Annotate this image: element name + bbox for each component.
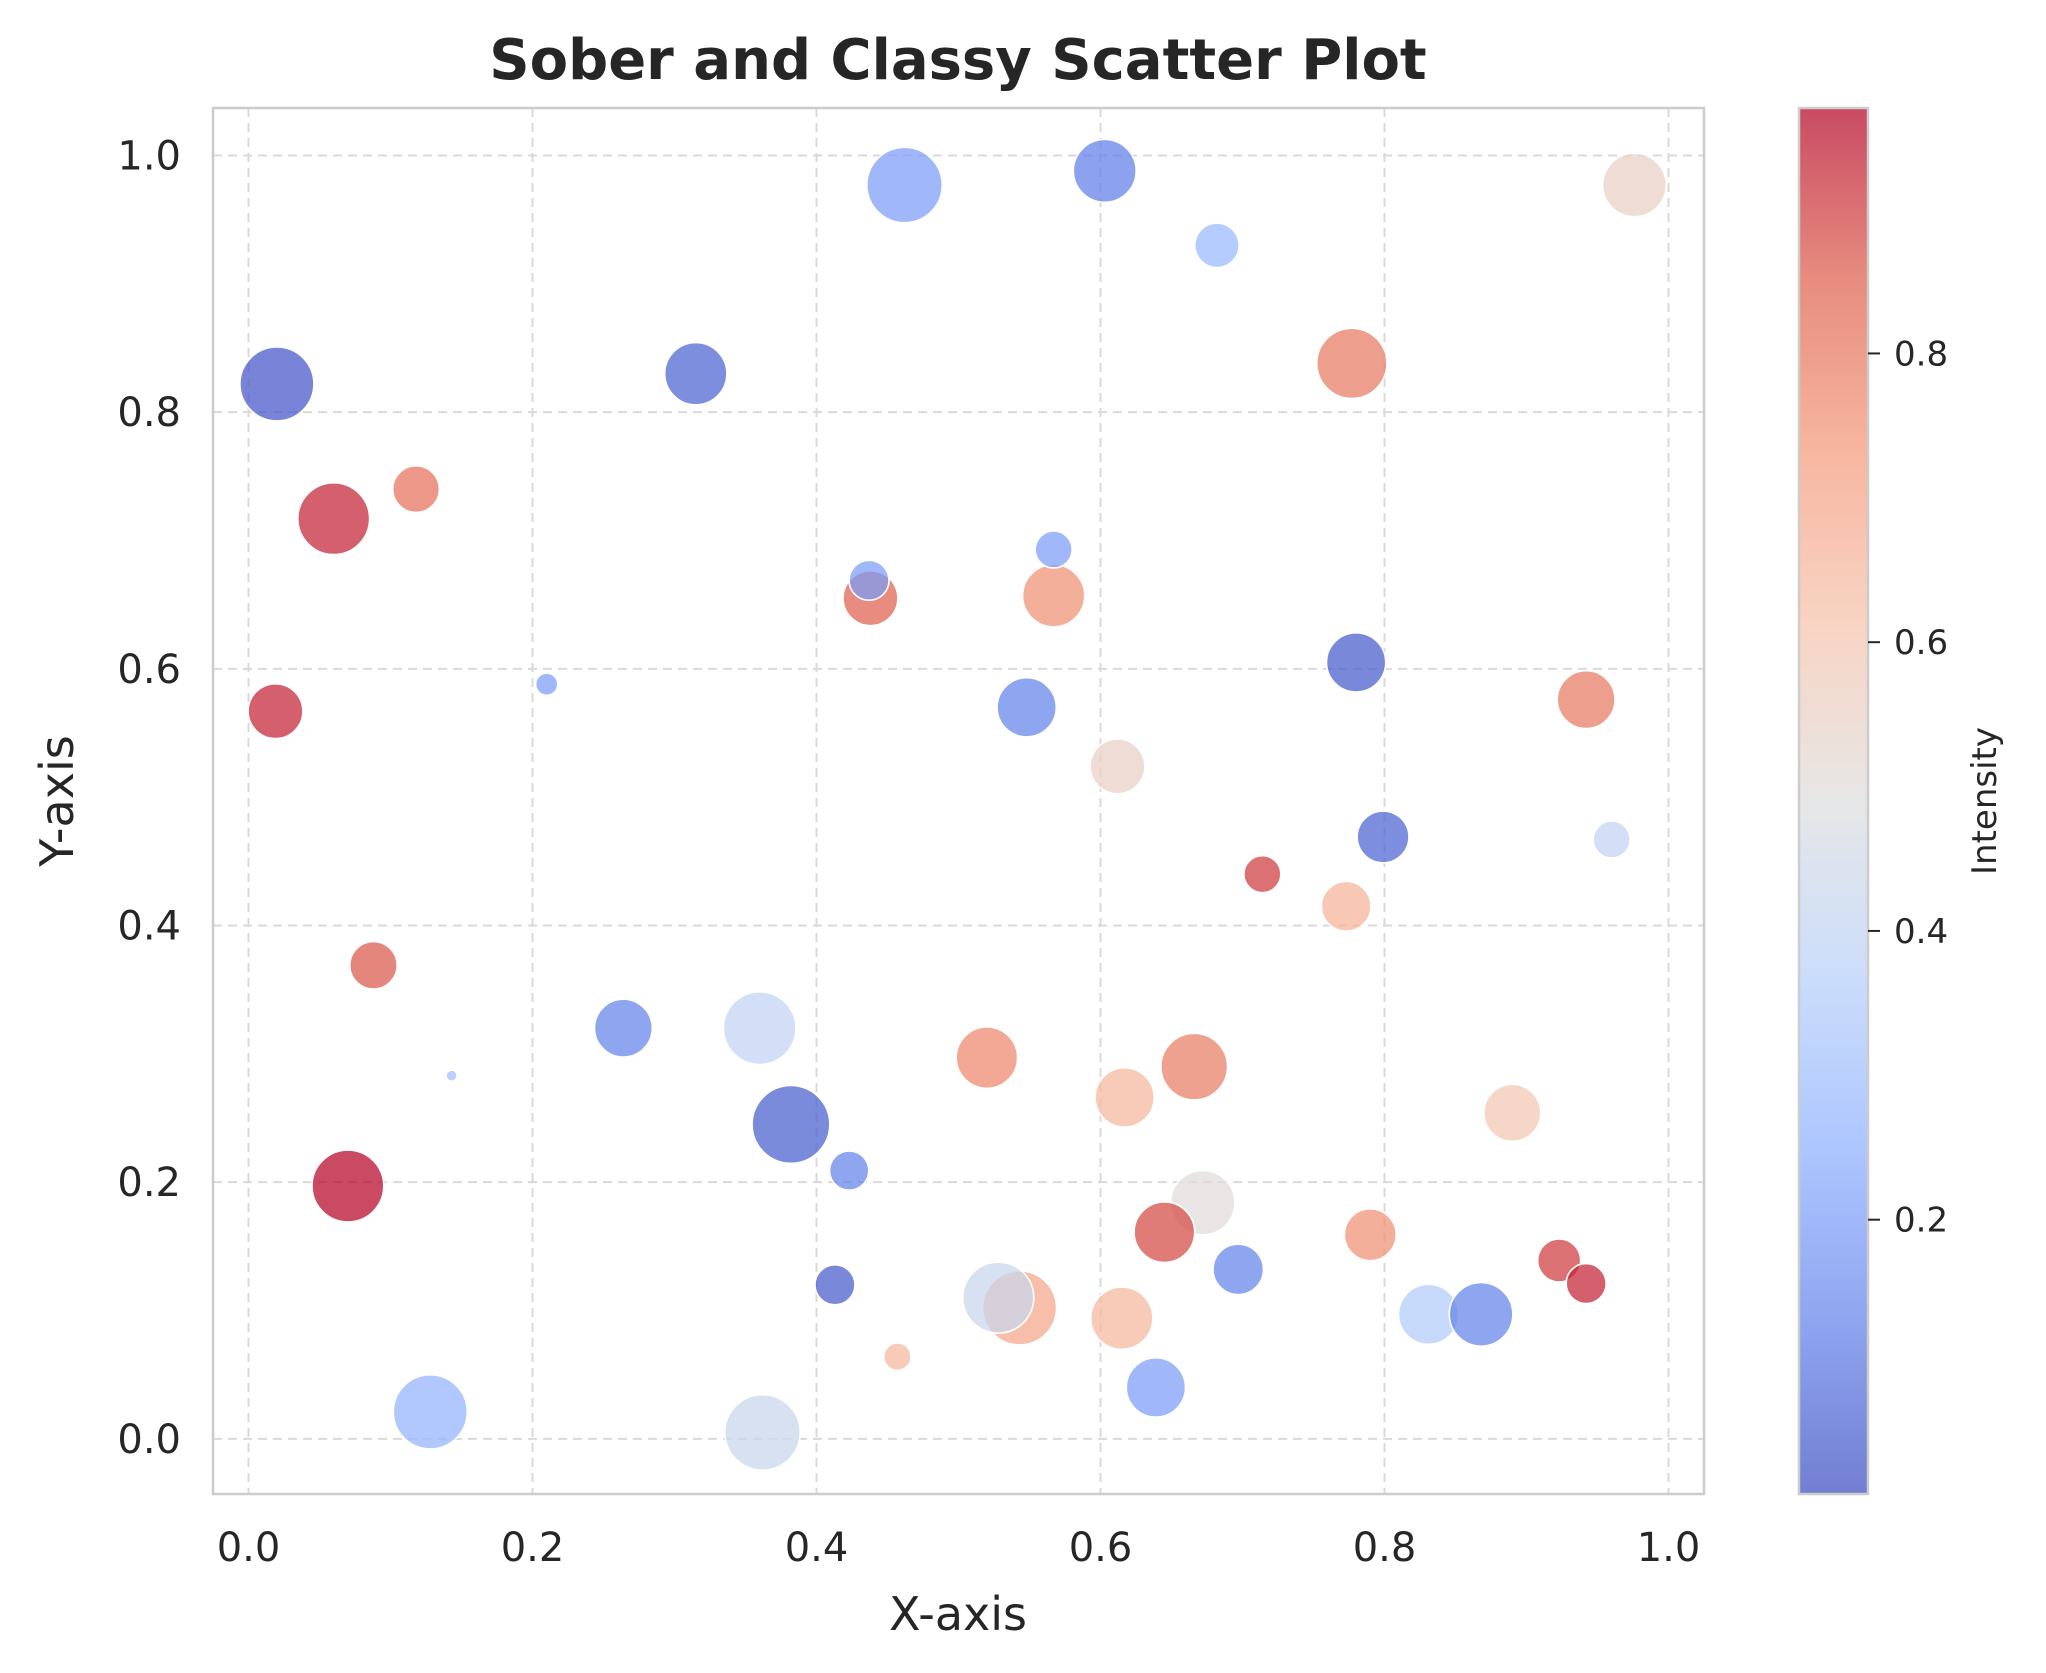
scatter-point (1193, 222, 1240, 269)
x-tick-label: 0.2 (501, 1525, 565, 1571)
scatter-point (1601, 152, 1668, 218)
chart-title: Sober and Classy Scatter Plot (489, 28, 1426, 93)
scatter-point (1448, 1281, 1514, 1347)
scatter-point (1160, 1032, 1229, 1101)
colorbar-gradient (1799, 108, 1868, 1494)
y-tick-label: 1.0 (117, 133, 181, 179)
x-axis-ticks: 0.0 0.2 0.4 0.6 0.8 1.0 (217, 1525, 1701, 1571)
scatter-point (1556, 669, 1616, 730)
scatter-point (1021, 563, 1086, 628)
scatter-point (751, 1084, 831, 1165)
scatter-point (1592, 820, 1631, 859)
scatter-point (311, 1149, 385, 1223)
scatter-point (961, 1261, 1035, 1334)
scatter-point (1212, 1243, 1265, 1296)
scatter-point (391, 465, 441, 514)
x-tick-label: 0.8 (1353, 1525, 1417, 1571)
scatter-point (1243, 854, 1282, 894)
scatter-point (348, 940, 398, 990)
scatter-point (663, 341, 728, 406)
scatter-point (866, 146, 944, 224)
scatter-point (828, 1150, 870, 1192)
colorbar-frame (1797, 106, 1870, 1496)
y-axis-label: Y-axis (30, 735, 84, 867)
scatter-point (1356, 810, 1410, 864)
colorbar-tick-label: 0.8 (1894, 334, 1948, 374)
scatter-point (297, 481, 371, 556)
scatter-point (1034, 530, 1073, 569)
scatter-point (1094, 1067, 1156, 1128)
y-tick-label: 0.2 (117, 1160, 181, 1206)
scatter-point (534, 672, 559, 697)
scatter-point (593, 998, 654, 1058)
scatter-point (1315, 327, 1388, 400)
colorbar-tick-label: 0.6 (1894, 623, 1948, 663)
grid (213, 108, 1704, 1494)
data-points (239, 138, 1668, 1471)
scatter-point (724, 1393, 802, 1471)
scatter-point (1125, 1357, 1187, 1418)
y-tick-label: 0.6 (117, 647, 181, 693)
scatter-point (848, 559, 890, 602)
colorbar-tick-label: 0.2 (1894, 1201, 1948, 1241)
x-tick-label: 0.6 (1069, 1525, 1133, 1571)
scatter-point (1325, 632, 1387, 693)
x-tick-label: 0.0 (217, 1525, 281, 1571)
scatter-point (814, 1264, 856, 1306)
plot-frame (211, 106, 1706, 1496)
colorbar-tick-label: 0.4 (1894, 912, 1948, 952)
y-tick-label: 0.8 (117, 390, 181, 436)
scatter-point (1483, 1083, 1542, 1143)
scatter-point (1089, 738, 1146, 795)
scatter-point (882, 1342, 912, 1372)
scatter-point (1072, 138, 1137, 204)
colorbar: 0.2 0.4 0.6 0.8 Intensity (1797, 106, 2005, 1496)
scatter-point (247, 682, 304, 740)
scatter-point (1320, 880, 1372, 932)
x-axis-label: X-axis (889, 1587, 1027, 1641)
colorbar-ticks: 0.2 0.4 0.6 0.8 (1868, 334, 1948, 1241)
scatter-point (1343, 1208, 1398, 1262)
colorbar-label: Intensity (1965, 727, 2005, 875)
y-tick-label: 0.0 (117, 1417, 181, 1463)
scatter-point (239, 346, 315, 422)
scatter-point (955, 1026, 1019, 1090)
scatter-point (1133, 1201, 1196, 1264)
scatter-point (1089, 1286, 1154, 1351)
y-axis-ticks: 0.0 0.2 0.4 0.6 0.8 1.0 (117, 133, 181, 1462)
y-tick-label: 0.4 (117, 903, 181, 949)
scatter-point (392, 1374, 469, 1450)
scatter-point (722, 991, 797, 1066)
x-tick-label: 0.4 (785, 1525, 849, 1571)
scatter-point (1565, 1262, 1607, 1305)
scatter-point (445, 1069, 458, 1082)
x-tick-label: 1.0 (1637, 1525, 1701, 1571)
scatter-point (996, 676, 1058, 738)
